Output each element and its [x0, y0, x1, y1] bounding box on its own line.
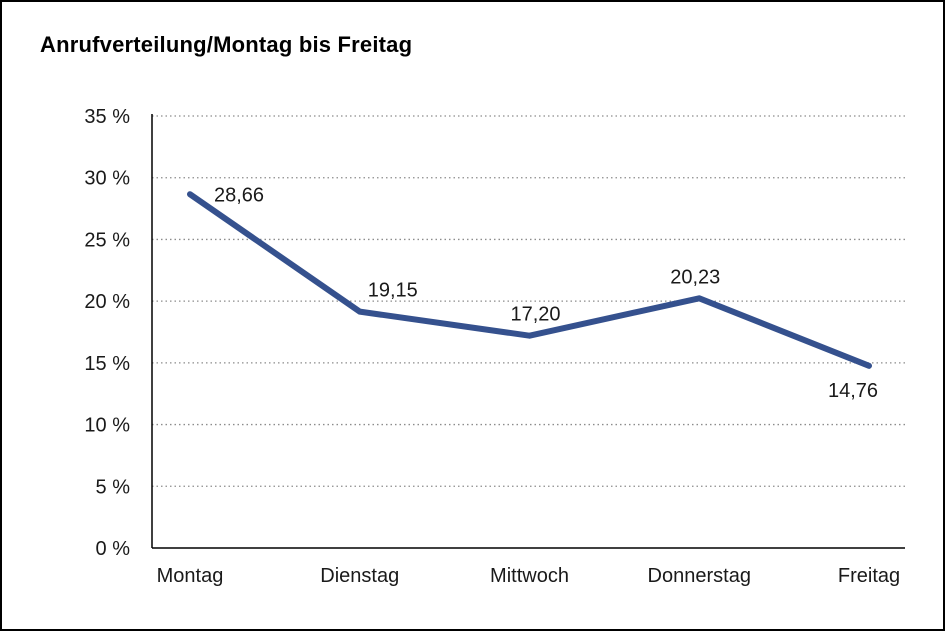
y-tick-label: 20 %: [84, 291, 130, 313]
data-point-label: 28,66: [214, 184, 264, 206]
y-tick-label: 15 %: [84, 353, 130, 375]
y-tick-label: 5 %: [96, 476, 131, 498]
x-axis-label: Dienstag: [320, 565, 399, 587]
x-axis-label: Donnerstag: [648, 565, 751, 587]
x-axis-label: Freitag: [838, 565, 900, 587]
chart-title: Anrufverteilung/Montag bis Freitag: [40, 32, 413, 57]
data-line: [187, 191, 872, 369]
x-axis-label: Montag: [157, 565, 224, 587]
y-tick-label: 35 %: [84, 106, 130, 128]
data-point-label: 20,23: [670, 266, 720, 288]
data-point-label: 19,15: [368, 280, 418, 302]
y-tick-label: 0 %: [96, 538, 131, 560]
y-tick-label: 30 %: [84, 168, 130, 190]
data-point-label: 14,76: [828, 380, 878, 402]
y-tick-label: 10 %: [84, 415, 130, 437]
y-tick-label: 25 %: [84, 229, 130, 251]
x-axis-label: Mittwoch: [490, 565, 569, 587]
data-point-label: 17,20: [510, 304, 560, 326]
